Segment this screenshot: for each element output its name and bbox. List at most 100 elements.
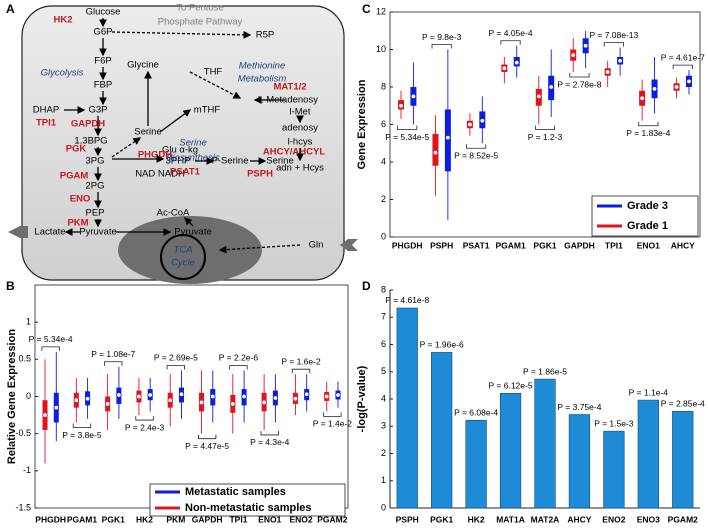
significance-bracket [104, 361, 123, 366]
pathway-label: Methionine [239, 61, 285, 72]
metabolite: Lactate [34, 227, 65, 238]
significance-bracket [135, 416, 154, 421]
p-value-annotation: P = 1.96e-6 [420, 340, 464, 350]
transporter [340, 239, 358, 251]
significance-bracket [397, 125, 418, 130]
x-tick-label: GAPDH [192, 514, 223, 524]
metabolite: Serine [266, 156, 293, 167]
metabolite: F6P [94, 56, 111, 67]
median [432, 149, 439, 156]
metabolite: G6P [93, 27, 112, 38]
x-tick-label: AHCY [671, 240, 695, 250]
y-tick-label: 3 [381, 421, 386, 431]
x-tick-label: MAT1A [496, 514, 525, 524]
x-tick-label: GAPDH [564, 240, 595, 250]
metabolite: l-Met [289, 107, 310, 118]
median [324, 393, 330, 400]
bar [568, 414, 591, 509]
p-value-annotation: P = 2.85e-4 [661, 399, 705, 409]
bar [603, 430, 625, 509]
p-value-annotation: P = 1.4e-2 [313, 419, 353, 429]
y-tick-label: 0 [26, 391, 31, 401]
median [651, 86, 658, 92]
x-tick-label: TPI1 [229, 514, 247, 524]
box [432, 133, 439, 166]
significance-bracket [500, 40, 521, 45]
enzyme: HK2 [53, 15, 72, 26]
significance-bracket [72, 423, 92, 428]
median [604, 69, 611, 75]
median [479, 118, 486, 124]
x-tick-label: PKM [166, 514, 185, 524]
significance-bracket [672, 64, 693, 70]
y-tick-label: 4 [381, 156, 386, 166]
p-value-annotation: P = 1.08e-7 [91, 349, 135, 359]
bar [396, 307, 418, 509]
transporter [8, 226, 28, 238]
metabolite: FBP [94, 80, 112, 91]
arrow [218, 244, 301, 254]
pathway-diagram: Glucose G6P F6P FBP DHAP G3P 1,3BPG 3PG 2PG PEP La… [8, 3, 358, 284]
enzyme: PKM [67, 218, 88, 229]
y-tick-label: 0 [381, 502, 386, 512]
significance-bracket [603, 42, 624, 47]
p-value-annotation: P = 1.83e-4 [626, 128, 670, 138]
y-tick-label: 2 [381, 194, 386, 204]
pathway-label: Serine [179, 138, 206, 149]
panel-label: A [6, 2, 15, 16]
enzyme: PSPH [247, 169, 273, 180]
median [303, 391, 310, 397]
tca-circle [160, 234, 206, 280]
y-tick-label: 0.5 [18, 354, 31, 364]
y-tick-label: 8 [381, 81, 386, 91]
y-axis-label: Gene Expression [356, 79, 368, 169]
external-pathway: Phosphate Pathway [158, 17, 243, 28]
x-tick-label: ENO1 [258, 514, 281, 524]
legend-label: Grade 3 [627, 200, 668, 212]
y-tick-label: 0 [381, 231, 386, 241]
median [445, 134, 451, 141]
y-tick-label: 10 [376, 44, 386, 54]
p-value-annotation: P = 2.69e-5 [154, 353, 198, 363]
metabolite: l-hcys [288, 137, 313, 148]
x-tick-label: ENO3 [637, 514, 660, 524]
metabolite: 2PG [85, 181, 104, 192]
x-tick-label: PGK1 [533, 240, 556, 250]
median [686, 78, 692, 85]
metabolite: Glu α-kg [162, 145, 198, 156]
p-value-annotation: P = 3.8e-5 [62, 430, 102, 440]
p-value-annotation: P = 1.6e-2 [281, 356, 321, 366]
arrow [111, 30, 252, 39]
p-value-annotation: P = 2.2e-6 [219, 353, 259, 363]
pathway-label: Metabolism [238, 74, 287, 85]
x-tick-label: PSPH [430, 240, 453, 250]
x-tick-label: PHGDH [35, 514, 66, 524]
p-value-annotation: P = 7.08e-13 [590, 30, 639, 40]
metabolite: mTHF [194, 105, 221, 116]
p-value-annotation: P = 3.75e-4 [557, 402, 601, 412]
bar [637, 399, 659, 509]
median [241, 393, 247, 400]
x-tick-label: ENO2 [289, 514, 312, 524]
bar [465, 419, 487, 509]
y-tick-label: 6 [381, 339, 386, 349]
median [178, 391, 185, 397]
median [84, 396, 91, 402]
enzyme: GAPDH [71, 119, 105, 130]
box [444, 109, 451, 172]
x-tick-label: ENO2 [602, 514, 625, 524]
median [570, 52, 576, 58]
y-tick-label: 12 [376, 6, 386, 16]
x-tick-label: PHGDH [392, 240, 423, 250]
metabolite: adenosy [282, 123, 318, 134]
arrow [111, 137, 142, 158]
y-tick-label: 8 [381, 284, 386, 294]
significance-bracket [260, 430, 279, 436]
median [536, 93, 542, 100]
p-value-annotation: P = 1.86e-5 [523, 366, 567, 376]
legend-box [591, 195, 699, 237]
enzyme: PHGDH [138, 150, 172, 161]
metabolite: R5P [256, 30, 274, 41]
metabolite: Glucose [86, 7, 121, 18]
p-value-annotation: P = 4.61e-8 [385, 295, 429, 305]
